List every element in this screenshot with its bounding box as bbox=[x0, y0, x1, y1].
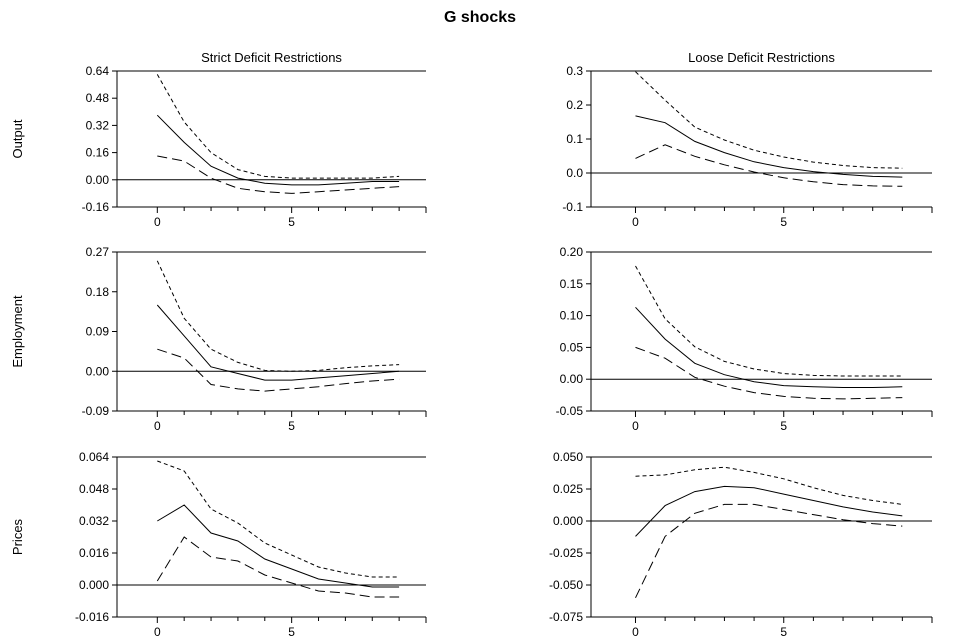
x-tick-label: 5 bbox=[780, 625, 787, 639]
y-tick-label: 0.048 bbox=[79, 482, 109, 496]
y-tick-label: -0.016 bbox=[75, 610, 109, 624]
x-tick-label: 0 bbox=[154, 215, 161, 229]
series-line-solid bbox=[157, 504, 400, 588]
series-line-long-dash bbox=[157, 155, 400, 194]
series-line-solid bbox=[635, 485, 903, 537]
y-tick-label: 0.32 bbox=[86, 118, 110, 132]
y-tick-label: 0.48 bbox=[86, 91, 110, 105]
y-tick-label: 0.016 bbox=[79, 546, 109, 560]
y-tick-label: 0.2 bbox=[566, 98, 583, 112]
x-tick-label: 5 bbox=[780, 215, 787, 229]
series-line-short-dash bbox=[156, 260, 400, 372]
y-tick-label: 0.064 bbox=[79, 450, 109, 464]
panel: -0.1 0.0 0.1 0.2 0.3 0 5 Loose Deficit Restrict… bbox=[562, 50, 933, 229]
figure-title: G shocks bbox=[444, 9, 516, 26]
y-tick-label: -0.1 bbox=[562, 200, 583, 214]
y-tick-label: 0.3 bbox=[566, 64, 583, 78]
series-line-short-dash bbox=[157, 460, 400, 578]
panel: -0.075 -0.050 -0.025 0.000 0.025 0.050 0 5 bbox=[549, 450, 933, 639]
series-line-solid bbox=[635, 115, 903, 178]
y-tick-label: -0.075 bbox=[549, 610, 583, 624]
x-tick-label: 5 bbox=[288, 419, 295, 433]
y-tick-label: 0.00 bbox=[86, 364, 110, 378]
series-line-long-dash bbox=[157, 348, 400, 392]
panel: -0.016 0.000 0.016 0.032 0.048 0.064 0 5 Prices bbox=[10, 450, 427, 639]
y-tick-label: 0.050 bbox=[553, 450, 583, 464]
y-tick-label: -0.025 bbox=[549, 546, 583, 560]
row-label: Prices bbox=[10, 518, 25, 555]
y-tick-label: -0.16 bbox=[82, 200, 110, 214]
x-tick-label: 0 bbox=[632, 215, 639, 229]
x-tick-label: 5 bbox=[780, 419, 787, 433]
panel-title: Loose Deficit Restrictions bbox=[688, 50, 835, 65]
y-tick-label: 0.64 bbox=[86, 64, 110, 78]
x-tick-label: 0 bbox=[154, 419, 161, 433]
y-tick-label: 0.20 bbox=[560, 245, 584, 259]
series-line-long-dash bbox=[635, 144, 903, 187]
y-tick-label: 0.09 bbox=[86, 325, 110, 339]
y-tick-label: 0.15 bbox=[560, 277, 584, 291]
row-label: Employment bbox=[10, 295, 25, 368]
series-line-solid bbox=[156, 114, 400, 186]
y-tick-label: -0.050 bbox=[549, 578, 583, 592]
y-tick-label: 0.05 bbox=[560, 340, 584, 354]
y-tick-label: 0.025 bbox=[553, 482, 583, 496]
series-line-short-dash bbox=[156, 74, 400, 179]
x-tick-label: 0 bbox=[632, 419, 639, 433]
y-tick-label: 0.1 bbox=[566, 132, 583, 146]
panel: -0.16 0.00 0.16 0.32 0.48 0.64 0 5 Strict Defici… bbox=[10, 50, 427, 229]
series-line-long-dash bbox=[635, 346, 903, 400]
y-tick-label: 0.10 bbox=[560, 309, 584, 323]
y-tick-label: 0.16 bbox=[86, 146, 110, 160]
y-tick-label: -0.05 bbox=[556, 404, 584, 418]
series-line-short-dash bbox=[635, 466, 903, 505]
series-line-long-dash bbox=[635, 503, 903, 599]
y-tick-label: 0.032 bbox=[79, 514, 109, 528]
y-tick-label: -0.09 bbox=[82, 404, 110, 418]
x-tick-label: 0 bbox=[154, 625, 161, 639]
panel: -0.09 0.00 0.09 0.18 0.27 0 5 Employment bbox=[10, 245, 427, 433]
series-line-short-dash bbox=[635, 71, 903, 169]
x-tick-label: 5 bbox=[288, 215, 295, 229]
series-line-long-dash bbox=[156, 536, 400, 598]
panel-title: Strict Deficit Restrictions bbox=[201, 50, 342, 65]
y-tick-label: 0.000 bbox=[553, 514, 583, 528]
y-tick-label: 0.27 bbox=[86, 245, 110, 259]
y-tick-label: 0.000 bbox=[79, 578, 109, 592]
y-tick-label: 0.0 bbox=[566, 166, 583, 180]
series-line-solid bbox=[635, 306, 903, 388]
series-line-solid bbox=[156, 304, 400, 381]
series-line-short-dash bbox=[635, 265, 903, 377]
y-tick-label: 0.00 bbox=[86, 173, 110, 187]
x-tick-label: 0 bbox=[632, 625, 639, 639]
x-tick-label: 5 bbox=[288, 625, 295, 639]
panel: -0.05 0.00 0.05 0.10 0.15 0.20 0 5 bbox=[556, 245, 933, 433]
y-tick-label: 0.18 bbox=[86, 285, 110, 299]
row-label: Output bbox=[10, 119, 25, 158]
y-tick-label: 0.00 bbox=[560, 372, 584, 386]
